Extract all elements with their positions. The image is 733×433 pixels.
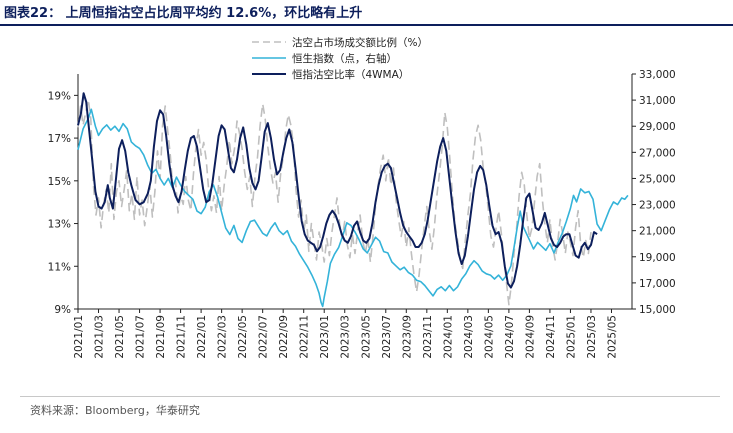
y-right-tick-label: 31,000 [639, 95, 676, 107]
x-tick-label: 2021/11 [176, 315, 188, 359]
x-tick-label: 2025/01 [565, 315, 577, 359]
x-tick-label: 2021/07 [135, 315, 147, 359]
x-tick-label: 2024/07 [504, 315, 516, 359]
x-tick-label: 2024/11 [545, 315, 557, 359]
series-short-4wma-line [77, 92, 598, 289]
y-right-tick-label: 29,000 [639, 121, 676, 133]
y-left-tick-label: 17% [48, 133, 71, 145]
source-note: 资料来源：Bloomberg，华泰研究 [30, 404, 200, 417]
legend-label: 恒指沽空比率（4WMA） [292, 68, 409, 81]
bottom-rule [20, 396, 720, 397]
figure-title: 图表22： 上周恒指沽空占比周平均约 12.6%，环比略有上升 [4, 6, 363, 21]
x-tick-label: 2023/01 [319, 315, 331, 359]
x-tick-label: 2025/05 [606, 315, 618, 359]
title-rule [0, 24, 733, 26]
x-tick-label: 2023/09 [401, 315, 413, 359]
y-right-tick-label: 15,000 [639, 304, 676, 316]
x-tick-label: 2024/05 [483, 315, 495, 359]
chart: 9% 11% 13% 15% 17% 19% 15,000 17,000 19,000 21,00… [48, 36, 676, 359]
y-right-tick-label: 19,000 [639, 252, 676, 264]
x-tick-label: 2022/03 [217, 315, 229, 359]
series-layer [77, 92, 629, 308]
axes [77, 74, 633, 310]
x-tick-label: 2023/05 [360, 315, 372, 359]
x-tick-label: 2021/05 [114, 315, 126, 359]
legend-label: 恒生指数（点，右轴） [292, 52, 397, 65]
legend-label: 沽空占市场成交额比例（%） [292, 36, 428, 49]
x-tick-label: 2023/07 [381, 315, 393, 359]
x-tick-label: 2022/11 [299, 315, 311, 359]
y-right-tick-label: 21,000 [639, 226, 676, 238]
x-tick-label: 2023/11 [422, 315, 434, 359]
series-hsi-line [77, 108, 629, 308]
x-tick-label: 2024/09 [524, 315, 536, 359]
x-tick-label: 2022/05 [237, 315, 249, 359]
x-tick-label: 2024/01 [442, 315, 454, 359]
x-tick-label: 2021/03 [94, 315, 106, 359]
y-right-tick-label: 27,000 [639, 147, 676, 159]
legend: 沽空占市场成交额比例（%） 恒生指数（点，右轴） 恒指沽空比率（4WMA） [252, 36, 428, 81]
y-left-tick-label: 13% [48, 219, 71, 231]
y-right-tick-label: 33,000 [639, 69, 676, 81]
x-tick-label: 2022/09 [278, 315, 290, 359]
x-tick-label: 2021/09 [155, 315, 167, 359]
y-left-tick-label: 9% [54, 304, 71, 316]
y-left-tick-label: 15% [48, 176, 71, 188]
x-tick-label: 2022/07 [258, 315, 270, 359]
y-left-tick-label: 11% [48, 261, 71, 273]
y-left-tick-label: 19% [48, 90, 71, 102]
x-tick-label: 2025/03 [586, 315, 598, 359]
y-right-tick-label: 25,000 [639, 173, 676, 185]
x-tick-label: 2021/01 [73, 315, 85, 359]
x-tick-label: 2023/03 [340, 315, 352, 359]
ticks: 9% 11% 13% 15% 17% 19% 15,000 17,000 19,000 21,00… [48, 69, 676, 359]
x-tick-label: 2022/01 [196, 315, 208, 359]
y-right-tick-label: 23,000 [639, 200, 676, 212]
y-right-tick-label: 17,000 [639, 278, 676, 290]
x-tick-label: 2024/03 [463, 315, 475, 359]
